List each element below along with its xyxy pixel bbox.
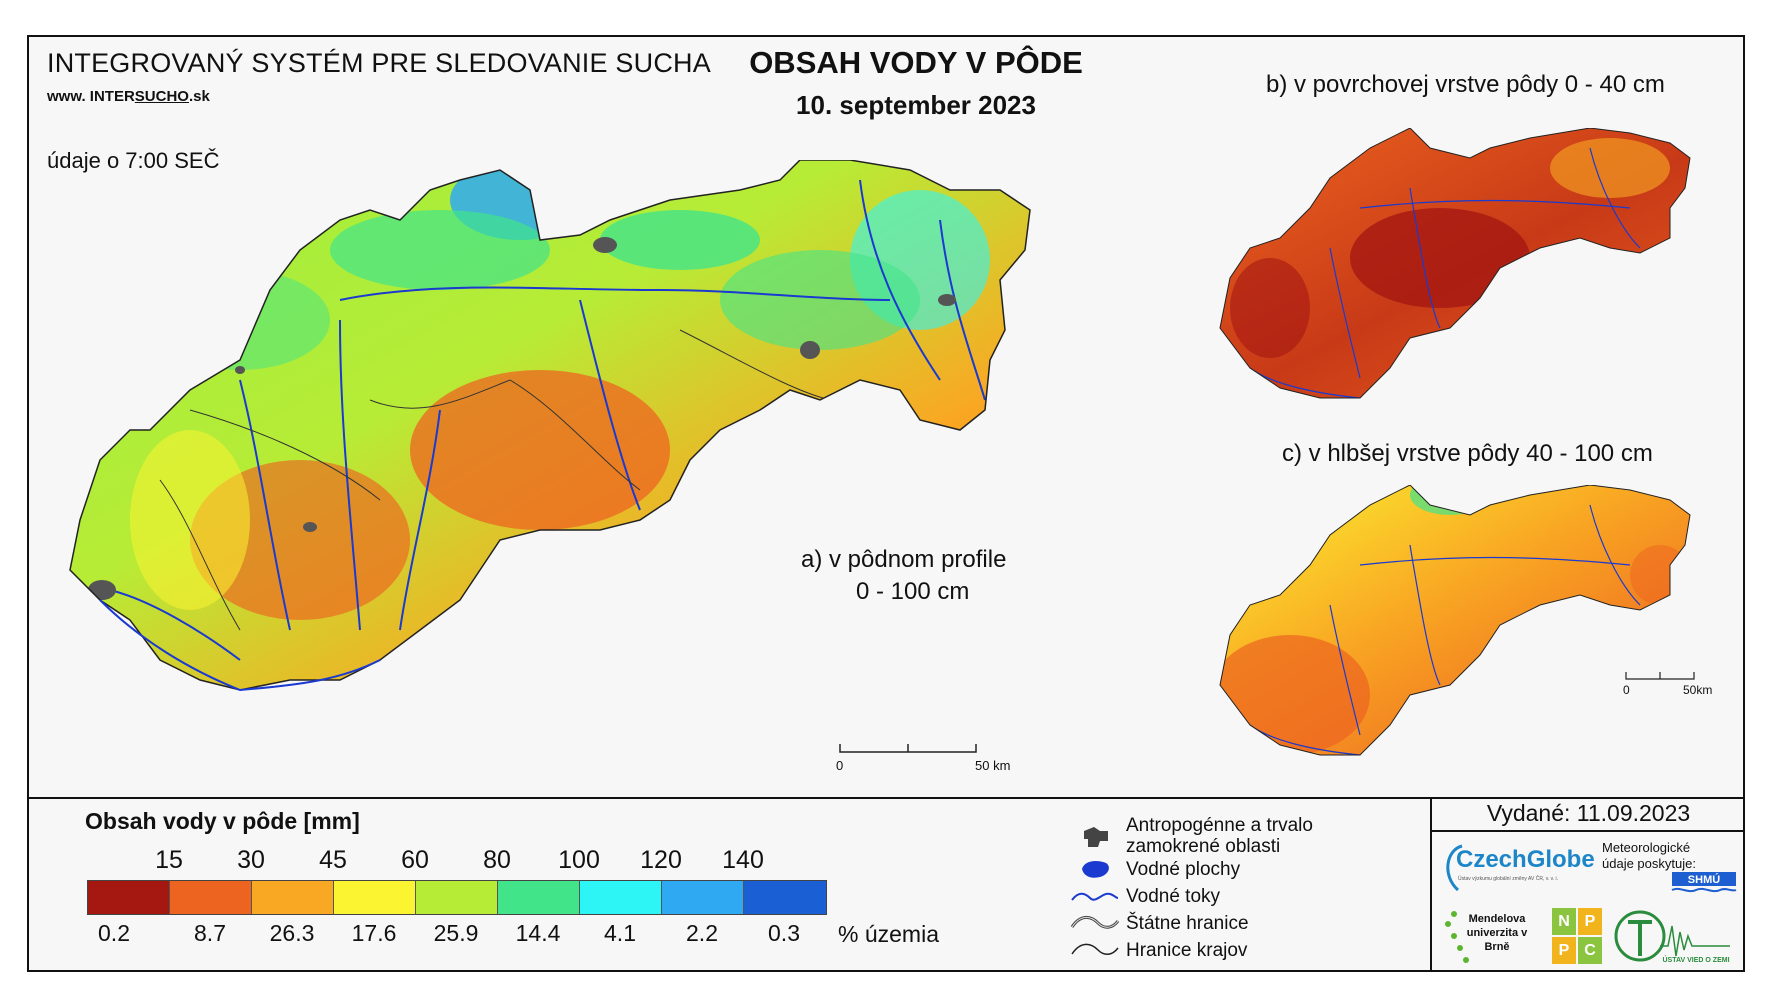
- symbol-label-2: zamokrené oblasti: [1126, 836, 1281, 857]
- legend-percent: 26.3: [269, 920, 315, 946]
- svg-text:SHMÚ: SHMÚ: [1688, 873, 1720, 886]
- legend-threshold: 120: [640, 846, 682, 874]
- small-scale-start: 0: [1623, 683, 1630, 697]
- czechglobe-logo-icon: [1446, 844, 1463, 892]
- legend-class-swatch: [744, 881, 826, 914]
- legend-divider: [27, 797, 1745, 799]
- symbol-label: Vodné plochy: [1126, 858, 1241, 880]
- czechglobe-name: CzechGlobe: [1456, 846, 1595, 873]
- legend-class-swatch: [580, 881, 662, 914]
- top-map: [1219, 128, 1691, 399]
- bottom-map: [1219, 485, 1691, 756]
- legend-class-swatch: [334, 881, 416, 914]
- legend-percent: 8.7: [194, 920, 226, 946]
- legend-class-swatch: [416, 881, 498, 914]
- nppc-letter: N: [1552, 908, 1576, 935]
- state-border-icon: [1070, 909, 1120, 937]
- symbol-region-border: Hranice krajov: [1070, 936, 1247, 964]
- legend-percent: 17.6: [351, 920, 397, 946]
- symbol-state-border: Štátne hranice: [1070, 909, 1249, 937]
- nppc-logo: N P P C: [1552, 908, 1602, 964]
- symbol-label: Hranice krajov: [1126, 939, 1248, 961]
- legend-percent: 0.3: [768, 920, 800, 946]
- svg-text:ÚSTAV VIED O ZEMI: ÚSTAV VIED O ZEMI: [1662, 955, 1729, 964]
- page-title: OBSAH VODY V PÔDE: [749, 45, 1083, 80]
- czechglobe-sub: Ústav výzkumu globální změny AV ČR, v. v…: [1458, 876, 1559, 882]
- legend-class-swatch: [662, 881, 744, 914]
- time-note: údaje o 7:00 SEČ: [47, 148, 220, 173]
- small-scale-bar: [1625, 672, 1695, 680]
- legend-threshold: 60: [401, 846, 429, 874]
- website-prefix: www. INTER: [47, 88, 135, 105]
- website-emph: SUCHO: [134, 88, 189, 105]
- symbol-water-body: Vodné plochy: [1070, 855, 1240, 883]
- legend-title: Obsah vody v pôde [mm]: [85, 808, 360, 834]
- percent-unit: % územia: [838, 921, 939, 947]
- issued-date: Vydané: 11.09.2023: [1486, 800, 1691, 826]
- bottom-map-label: c) v hlbšej vrstve pôdy 40 - 100 cm: [1282, 440, 1653, 467]
- symbol-anthropogenic: Antropogénne a trvalo zamokrené oblasti: [1070, 815, 1313, 857]
- symbol-river: Vodné toky: [1070, 882, 1220, 910]
- symbol-label: Antropogénne a trvalo: [1126, 815, 1313, 836]
- legend-threshold: 140: [722, 846, 764, 874]
- legend-percent: 4.1: [604, 920, 636, 946]
- legend-class-swatch: [498, 881, 580, 914]
- small-scale-end: 50km: [1683, 683, 1713, 697]
- legend-percent: 25.9: [433, 920, 479, 946]
- river-icon: [1070, 882, 1120, 910]
- color-bar: [87, 880, 827, 915]
- main-scale-start: 0: [836, 758, 844, 773]
- legend-class-swatch: [88, 881, 170, 914]
- legend-threshold: 15: [155, 846, 183, 874]
- issued-underline: [1430, 830, 1745, 832]
- issued-divider: [1430, 797, 1432, 972]
- main-map-label: a) v pôdnom profile: [801, 546, 1007, 573]
- region-border-icon: [1070, 936, 1120, 964]
- mendel-name: Mendelova univerzita v Brně: [1466, 913, 1528, 953]
- shmu-logo-icon: SHMÚ: [1671, 872, 1737, 893]
- symbol-label: Štátne hranice: [1126, 912, 1249, 934]
- main-scale-end: 50 km: [975, 758, 1011, 773]
- water-body-icon: [1070, 855, 1120, 883]
- legend-percent: 2.2: [686, 920, 718, 946]
- legend-percent: 0.2: [98, 920, 130, 946]
- met-data-note: Meteorologické údaje poskytuje:: [1602, 840, 1696, 871]
- website-link[interactable]: www. INTERSUCHO.sk: [47, 88, 210, 105]
- uvz-logo-icon: ÚSTAV VIED O ZEMI: [1614, 910, 1730, 964]
- main-scale-bar: [839, 744, 977, 753]
- legend-threshold: 45: [319, 846, 347, 874]
- partner-logos: CzechGlobe Ústav výzkumu globální změny …: [1432, 832, 1745, 972]
- page-date: 10. september 2023: [796, 90, 1036, 120]
- mendel-logo-icon: [1445, 911, 1469, 963]
- main-map: [69, 160, 1031, 692]
- main-map-depth: 0 - 100 cm: [856, 578, 970, 605]
- nppc-letter: C: [1578, 937, 1602, 964]
- legend-threshold: 30: [237, 846, 265, 874]
- legend-percent: 14.4: [515, 920, 561, 946]
- nppc-letter: P: [1552, 937, 1576, 964]
- nppc-letter: P: [1578, 908, 1602, 935]
- top-map-label: b) v povrchovej vrstve pôdy 0 - 40 cm: [1266, 71, 1665, 98]
- anthropogenic-area-icon: [1070, 822, 1120, 850]
- website-suffix: .sk: [188, 88, 210, 105]
- legend-threshold: 80: [483, 846, 511, 874]
- system-name: INTEGROVANÝ SYSTÉM PRE SLEDOVANIE SUCHA: [47, 48, 711, 78]
- legend-threshold: 100: [558, 846, 600, 874]
- legend-class-swatch: [170, 881, 252, 914]
- symbol-label: Vodné toky: [1126, 885, 1221, 907]
- legend-class-swatch: [252, 881, 334, 914]
